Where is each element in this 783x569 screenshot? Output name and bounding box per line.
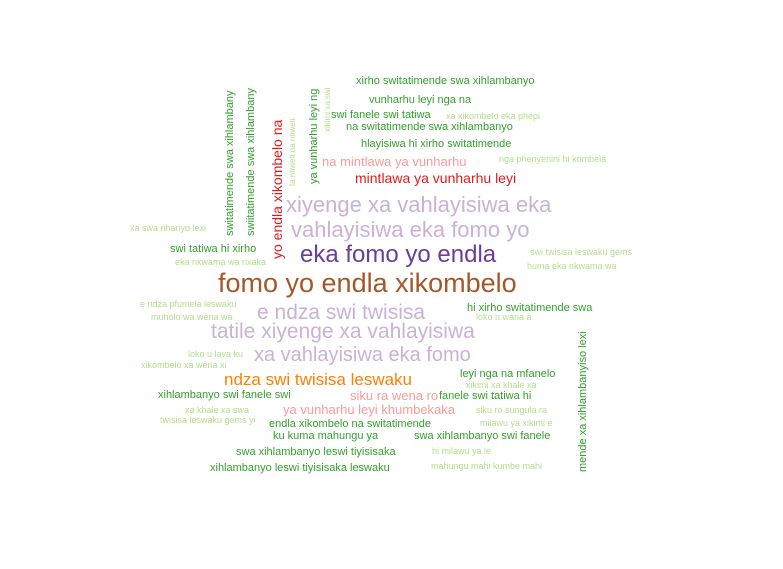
cloud-word: tatile xiyenge xa vahlayisiwa [211, 320, 475, 343]
cloud-word: vahlayisiwa eka fomo yo [291, 217, 530, 242]
cloud-word: huma eka nkwama wa [527, 261, 617, 271]
cloud-word: switatimende swa xihlambany [224, 90, 236, 236]
cloud-word: twisisa leswaku gems yi [160, 415, 256, 425]
cloud-word: eka nkwama wa rixaka [175, 257, 267, 267]
cloud-word: xa vahlayisiwa eka fomo [254, 344, 471, 366]
cloud-word: xirho switatimende swa xihlambanyo [356, 75, 535, 87]
cloud-word: fomo yo endla xikombelo [218, 268, 517, 298]
cloud-word: swiitatimende swa xihlambany [245, 88, 257, 236]
cloud-word: ta ntiweti na ntiweti [288, 118, 297, 186]
cloud-word: ya vunharhu leyi ng [308, 88, 320, 184]
cloud-word: xihlambanyo leswi tiyisisaka leswaku [210, 462, 390, 474]
cloud-word: loko n wana a [476, 312, 532, 322]
cloud-word: hi xirho switatimende swa [467, 302, 593, 314]
cloud-word: mahungu mahi kumbe mahi [431, 461, 543, 471]
cloud-word: mende xa xihlambanyiso lexi [577, 331, 589, 472]
cloud-word: ndza swi twisisa leswaku [224, 370, 413, 389]
cloud-word: xikombelo xa wena xi [141, 360, 227, 370]
cloud-word: e ndza swi twisisa [257, 301, 426, 324]
cloud-word: xa xikombelo eka phepi [446, 111, 541, 121]
cloud-word: fanele swi tatiwa hi [439, 390, 532, 402]
cloud-word: xikimi xa swi [323, 87, 332, 132]
cloud-word: endla xikombelo na switatimende [269, 418, 432, 430]
cloud-word: swi fanele swi tatiwa [331, 109, 431, 121]
cloud-word: yo endla xikombelo na [269, 119, 285, 259]
cloud-word: muholo wa wena wa [151, 312, 233, 322]
cloud-word: milawu ya xikimi e [480, 418, 553, 428]
cloud-word: swa xihlambanyo swi fanele [414, 430, 551, 442]
cloud-word: xihlambanyo swi fanele swi [158, 389, 291, 401]
cloud-word: nga phenyenini hi kombela [499, 154, 607, 164]
cloud-word: siku ra wena ro [350, 388, 439, 403]
cloud-word: vunharhu leyi nga na [369, 94, 472, 106]
cloud-word: eka fomo yo endla [300, 241, 497, 268]
cloud-word: e ndza pfumela leswaku [140, 299, 237, 309]
cloud-word: xa khale xa swa [185, 405, 250, 415]
cloud-word: hlayisiwa hi xirho switatimende [361, 138, 512, 150]
cloud-word: ku kuma mahungu ya [273, 430, 379, 442]
cloud-word: na mintlawa ya vunharhu [322, 154, 467, 169]
cloud-word: siku ro sungula ra [476, 405, 548, 415]
cloud-word: leyi nga na mfanelo [460, 368, 556, 380]
cloud-word: swi tatiwa hi xirho [170, 243, 257, 255]
cloud-word: xa swa rihanyo lexi [130, 223, 207, 233]
cloud-word: xikimi xa khale xa [466, 380, 537, 390]
cloud-word: swi twisisa leswaku gems [530, 247, 633, 257]
cloud-word: ya vunharhu leyi khumbekaka [283, 402, 455, 417]
cloud-word: mintlawa ya vunharhu leyi [355, 170, 517, 186]
cloud-word: na switatimende swa xihlambanyo [346, 121, 513, 133]
cloud-word: hi milawu ya le [432, 446, 492, 456]
cloud-word: xiyenge xa vahlayisiwa eka [286, 192, 552, 217]
cloud-word: swa xihlambanyo leswi tiyisisaka [236, 446, 396, 458]
cloud-word: loko u lava ku [188, 349, 244, 359]
